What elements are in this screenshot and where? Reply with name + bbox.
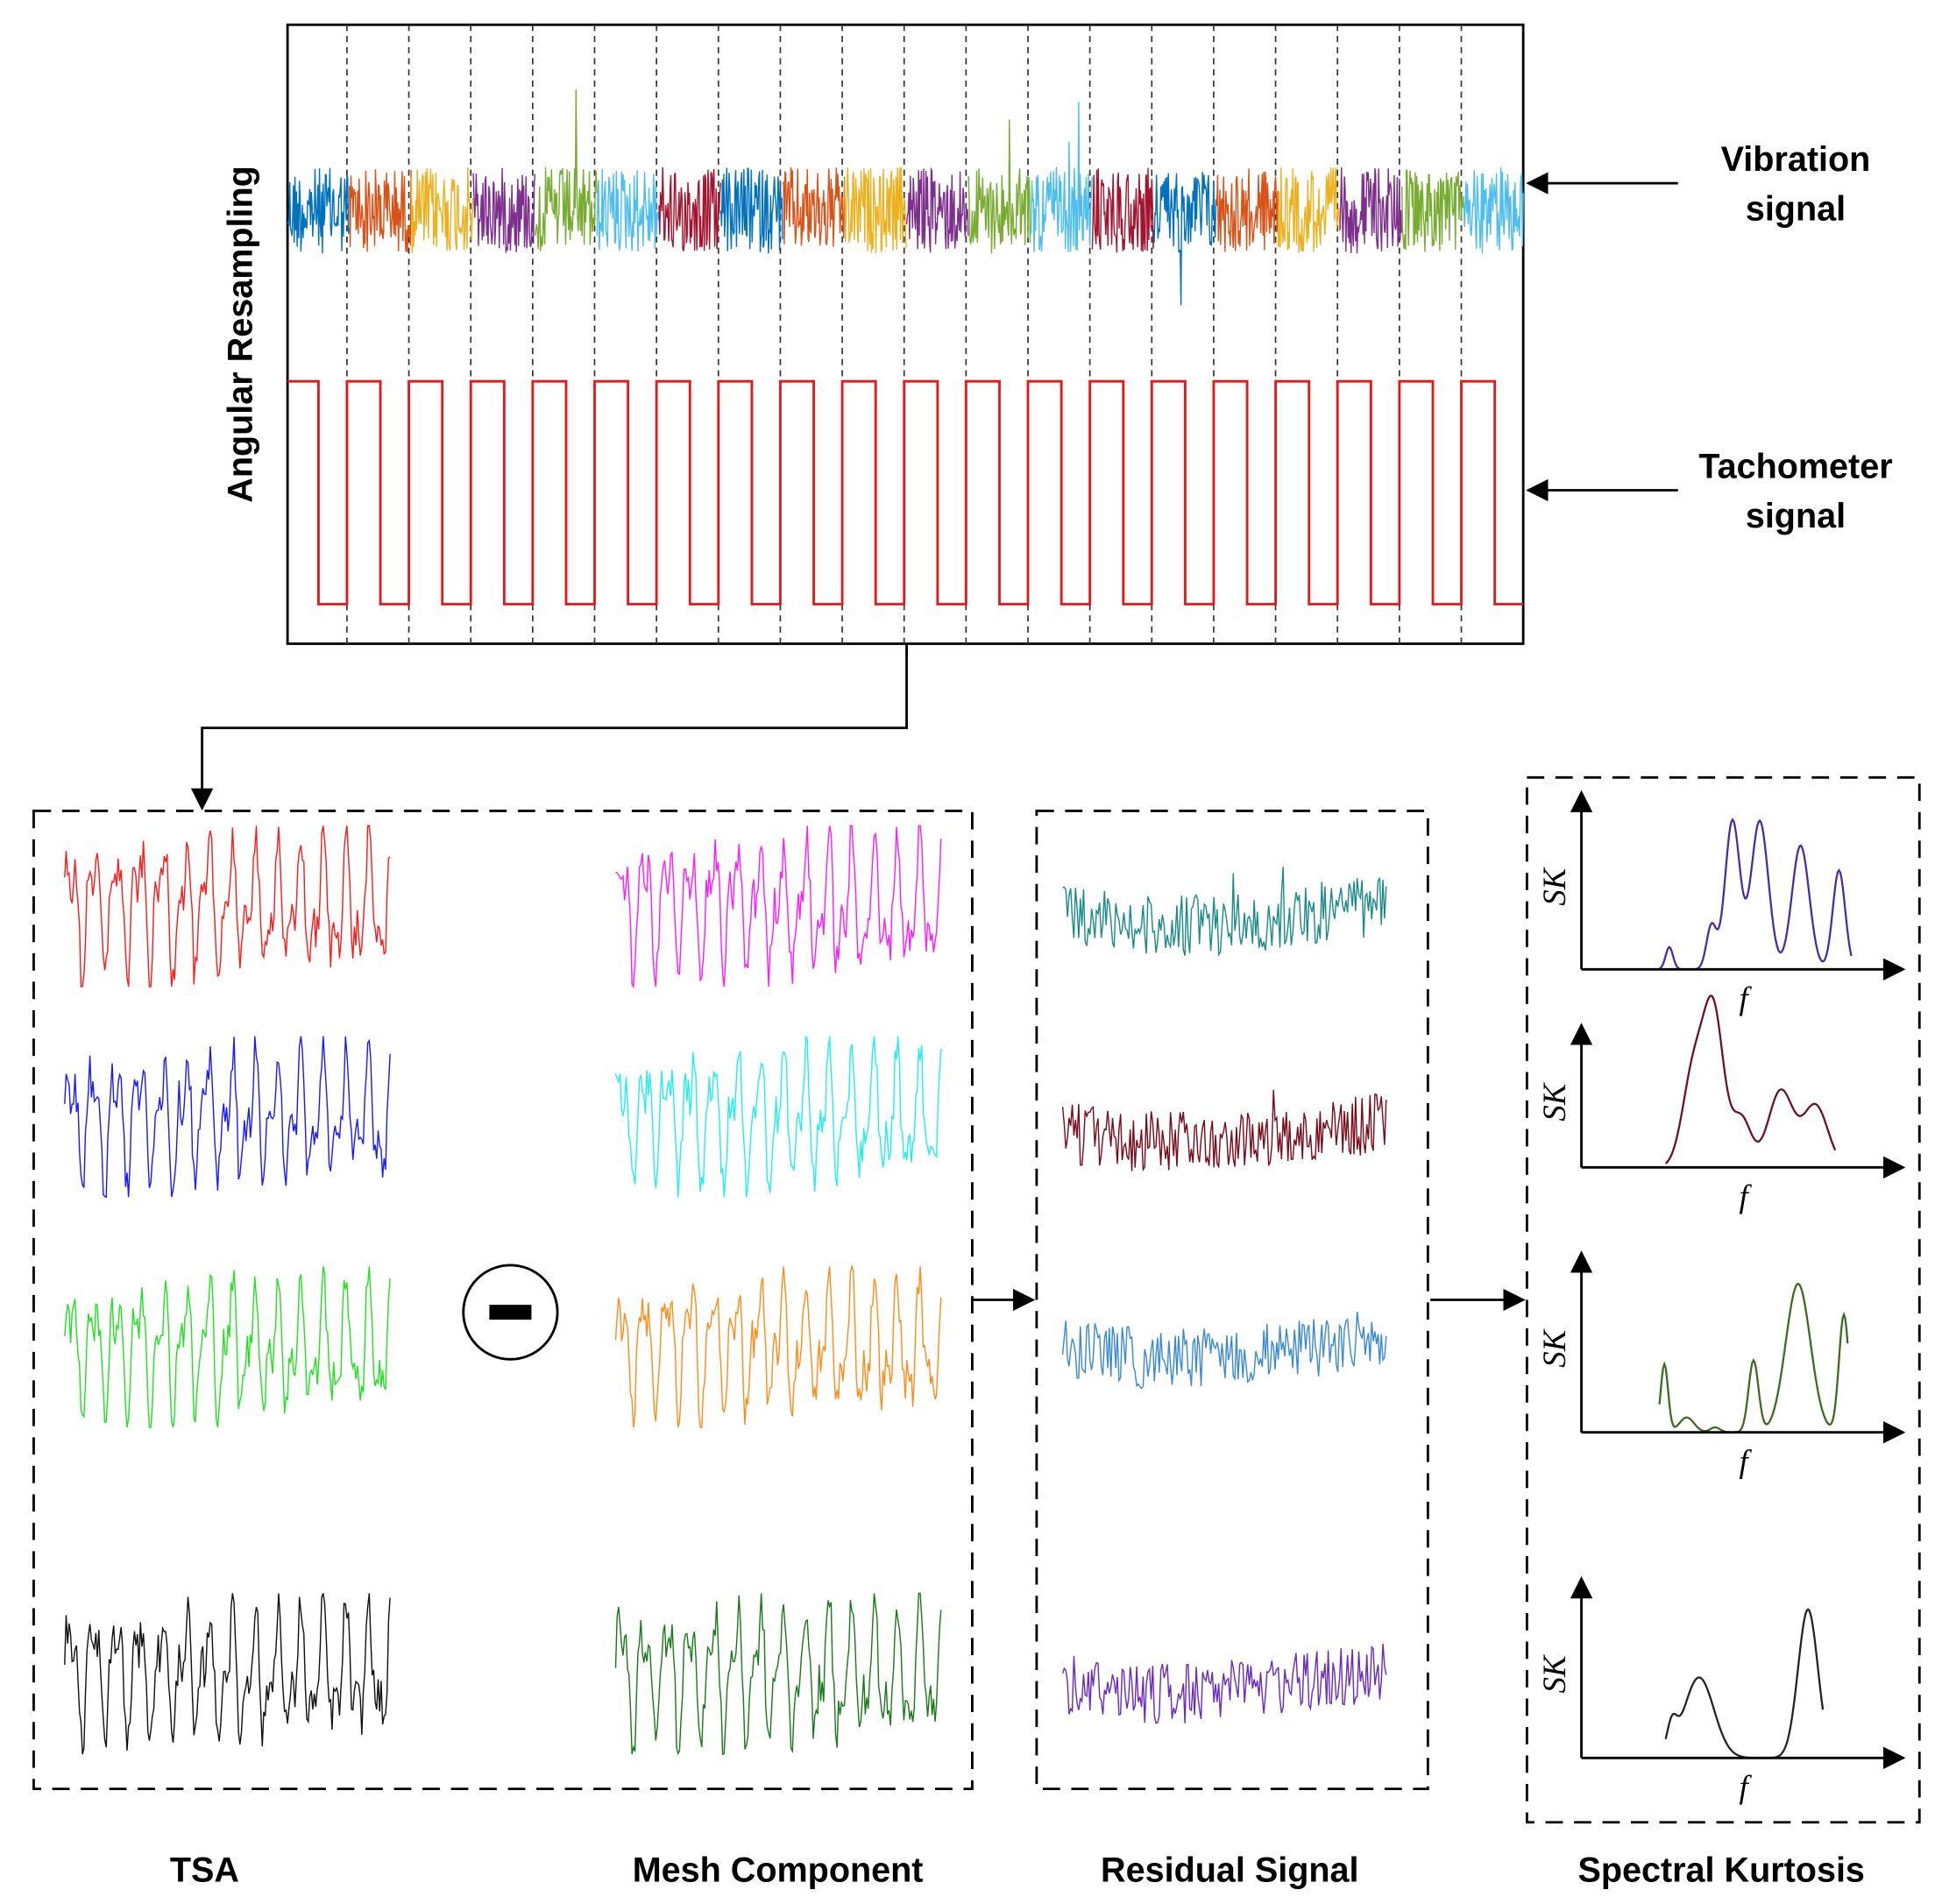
vibration-segment (844, 166, 907, 254)
layer: SK f SK f SK f SK f (32, 23, 1921, 1824)
vibration-segment (596, 168, 660, 251)
sk-curve (1658, 1282, 1849, 1433)
panel-box (1525, 775, 1921, 1824)
vibration-segment (1400, 169, 1464, 252)
vibration-label: signal (1746, 189, 1846, 228)
vibration-segment (782, 166, 846, 247)
waveform (64, 825, 391, 987)
axis-label: f (1740, 1178, 1753, 1214)
resampling-label: Angular Resampling (222, 166, 260, 503)
waveform (64, 1593, 391, 1755)
waveform (614, 1592, 942, 1756)
vibration-segment (1277, 167, 1341, 253)
panel-label: Spectral Kurtosis (1577, 1851, 1864, 1890)
vibration-segment (719, 167, 783, 254)
sk-curve (1664, 994, 1837, 1164)
panel-label: TSA (170, 1851, 239, 1890)
vibration-segment (287, 167, 351, 254)
vibration-segment (1030, 102, 1093, 253)
residual (1062, 867, 1387, 957)
axis-label: f (1740, 1443, 1753, 1479)
axis-label: f (1740, 1768, 1753, 1804)
tachometer-label: signal (1746, 497, 1846, 535)
vibration-segment (658, 166, 722, 251)
sk-curve (1658, 818, 1853, 971)
vibration-segment (1091, 167, 1155, 253)
residual (1061, 1643, 1387, 1724)
residual (1061, 1089, 1387, 1172)
axis-label: f (1740, 980, 1753, 1016)
tachometer-label: Tachometer (1698, 447, 1892, 485)
residual (1061, 1312, 1387, 1390)
vibration-label: Vibration (1721, 140, 1871, 179)
panel-box (1035, 810, 1429, 1791)
panel-box (32, 810, 974, 1791)
axis-label: SK (1536, 1327, 1572, 1367)
vibration-segment (534, 89, 598, 251)
vibration-segment (1463, 167, 1524, 254)
sk-curve (1664, 1608, 1825, 1759)
waveform (614, 1036, 942, 1198)
vibration-segment (1153, 172, 1217, 306)
axis-label: SK (1536, 1081, 1572, 1121)
waveform (64, 1266, 391, 1428)
vibration-segment (410, 167, 474, 253)
tachometer-signal (287, 379, 1524, 605)
waveform (614, 1263, 942, 1428)
waveform (615, 825, 942, 989)
vibration-segment (1339, 167, 1403, 254)
minus-bar (489, 1305, 532, 1320)
vibration-segment (1216, 168, 1279, 252)
vibration-segment (472, 167, 536, 253)
waveform (64, 1036, 391, 1199)
panel-label: Mesh Component (633, 1851, 924, 1890)
arrow (190, 643, 908, 811)
vibration-segment (905, 166, 969, 253)
panel-label: Residual Signal (1101, 1851, 1358, 1890)
vibration-segment (349, 169, 412, 252)
axis-label: SK (1536, 866, 1572, 905)
vibration-segment (967, 119, 1031, 254)
axis-label: SK (1536, 1653, 1572, 1693)
